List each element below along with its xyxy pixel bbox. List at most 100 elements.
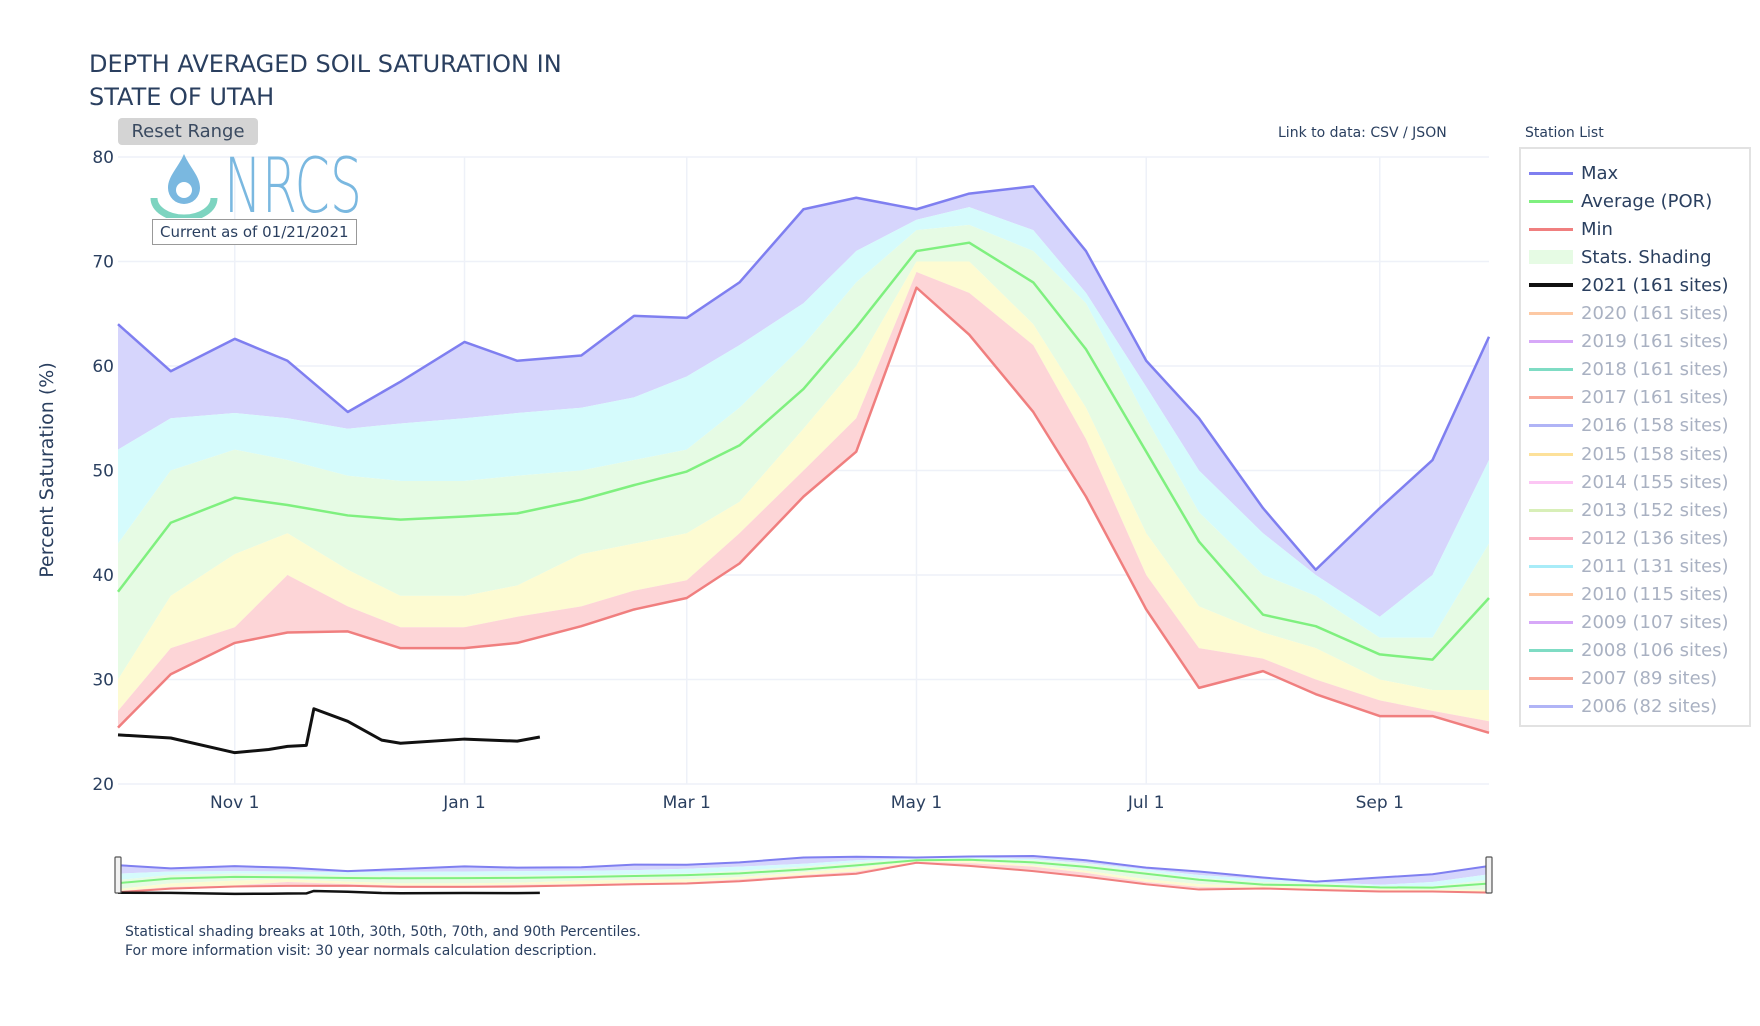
legend-swatch — [1529, 368, 1573, 372]
band-max-p90 — [118, 186, 1489, 617]
legend-item[interactable]: 2015 (158 sites) — [1529, 440, 1729, 468]
legend-swatch — [1529, 171, 1573, 175]
range-slider-handle-left[interactable] — [114, 856, 122, 894]
legend-label: 2008 (106 sites) — [1581, 640, 1729, 662]
y-axis: 20 30 40 50 60 70 80 — [92, 148, 114, 795]
reset-range-button[interactable]: Reset Range — [118, 118, 258, 145]
y-axis-title: Percent Saturation (%) — [36, 362, 58, 578]
legend-item[interactable]: 2010 (115 sites) — [1529, 581, 1729, 609]
band-p30-p10 — [118, 861, 1489, 892]
y-tick-label: 60 — [92, 357, 114, 377]
legend-label: 2015 (158 sites) — [1581, 443, 1729, 465]
legend-label: 2011 (131 sites) — [1581, 555, 1729, 577]
title-line: DEPTH AVERAGED SOIL SATURATION IN — [89, 50, 562, 78]
legend-swatch — [1529, 649, 1573, 653]
legend-label: 2010 (115 sites) — [1581, 584, 1729, 605]
legend-swatch — [1529, 250, 1573, 265]
legend-item[interactable]: Max — [1529, 159, 1618, 187]
average-line — [117, 858, 1490, 889]
footnote-shading: Statistical shading breaks at 10th, 30th… — [125, 924, 641, 940]
legend-label: Stats. Shading — [1581, 246, 1712, 268]
band-max-p90 — [118, 855, 1489, 885]
y-tick-label: 20 — [92, 775, 114, 795]
legend-swatch — [1529, 283, 1573, 288]
current-as-of-label: Current as of 01/21/2021 — [152, 219, 357, 245]
legend-item[interactable]: 2018 (161 sites) — [1529, 356, 1729, 384]
legend-swatch — [1529, 508, 1573, 512]
legend-swatch — [1529, 396, 1573, 400]
x-axis: Nov 1 Jan 1 Mar 1 May 1 Jul 1 Sep 1 — [210, 793, 1404, 813]
x-tick-label: Nov 1 — [210, 793, 259, 813]
legend-swatch — [1529, 593, 1573, 596]
legend-swatch — [1529, 452, 1573, 456]
legend-label: 2019 (161 sites) — [1581, 331, 1729, 353]
legend-swatch — [1529, 480, 1573, 484]
legend-label: 2020 (161 sites) — [1581, 303, 1729, 324]
max-line — [117, 854, 1490, 883]
legend-label: 2018 (161 sites) — [1581, 359, 1729, 381]
legend-item[interactable]: 2016 (158 sites) — [1529, 412, 1729, 440]
legend-label: 2016 (158 sites) — [1581, 415, 1729, 437]
svg-text:NRCS: NRCS — [224, 148, 362, 218]
y-tick-label: 30 — [92, 671, 114, 691]
legend-label: 2014 (155 sites) — [1581, 471, 1729, 493]
legend-item[interactable]: Min — [1529, 215, 1613, 243]
series-lines — [117, 185, 1491, 755]
legend-item[interactable]: 2007 (89 sites) — [1529, 665, 1717, 693]
legend-swatch — [1529, 227, 1573, 231]
legend-label: 2013 (152 sites) — [1581, 499, 1729, 521]
legend-swatch — [1529, 340, 1573, 344]
legend-item[interactable]: Stats. Shading — [1529, 243, 1712, 271]
legend-item[interactable]: 2014 (155 sites) — [1529, 468, 1729, 496]
average-line — [117, 241, 1490, 661]
x-tick-label: Sep 1 — [1356, 793, 1404, 813]
legend-swatch — [1529, 564, 1573, 568]
legend-item[interactable]: 2020 (161 sites) — [1529, 300, 1729, 328]
nrcs-logo-icon: NRCS — [150, 141, 362, 230]
legend-item[interactable]: 2011 (131 sites) — [1529, 552, 1729, 580]
legend-label: 2021 (161 sites) — [1581, 274, 1729, 296]
link-to-data[interactable]: Link to data: CSV / JSON — [1278, 125, 1447, 141]
legend-item[interactable]: 2006 (82 sites) — [1529, 693, 1717, 721]
legend-label: 2006 (82 sites) — [1581, 696, 1718, 718]
legend-swatch — [1529, 312, 1573, 315]
title-line: STATE OF UTAH — [89, 83, 275, 111]
footnote-info[interactable]: For more information visit: 30 year norm… — [125, 943, 597, 959]
legend-swatch — [1529, 621, 1573, 625]
legend-label: 2007 (89 sites) — [1581, 668, 1718, 690]
legend-item[interactable]: Average (POR) — [1529, 187, 1712, 215]
legend-title: Station List — [1525, 125, 1604, 141]
legend-swatch — [1529, 536, 1573, 540]
legend-swatch — [1529, 199, 1573, 203]
current-year-line — [117, 889, 540, 896]
legend-item[interactable]: 2013 (152 sites) — [1529, 496, 1729, 524]
legend-swatch — [1529, 705, 1573, 709]
x-tick-label: May 1 — [891, 793, 942, 813]
legend-item[interactable]: 2019 (161 sites) — [1529, 328, 1729, 356]
nrcs-logo: NRCS — [150, 141, 370, 230]
legend-label: Max — [1581, 162, 1619, 184]
max-line — [117, 185, 1491, 572]
band-p30-p10 — [118, 261, 1489, 722]
y-tick-label: 80 — [92, 148, 114, 168]
range-slider[interactable] — [114, 854, 1493, 896]
legend-label: 2017 (161 sites) — [1581, 387, 1729, 409]
band-p70-p30 — [118, 224, 1489, 690]
legend-item[interactable]: 2012 (136 sites) — [1529, 524, 1729, 552]
legend-item[interactable]: 2009 (107 sites) — [1529, 609, 1729, 637]
legend-label: Min — [1581, 218, 1613, 240]
range-slider-handle-right[interactable] — [1485, 856, 1493, 894]
legend-label: 2009 (107 sites) — [1581, 612, 1729, 634]
legend-swatch — [1529, 677, 1573, 681]
legend-item[interactable]: 2017 (161 sites) — [1529, 384, 1729, 412]
legend: Max Average (POR) Min Stats. Shading 2021 (1… — [1519, 147, 1751, 727]
x-tick-label: Mar 1 — [663, 793, 711, 813]
legend-item[interactable]: 2021 (161 sites) — [1529, 271, 1729, 299]
x-tick-label: Jan 1 — [442, 793, 485, 813]
current-year-line — [117, 707, 541, 755]
legend-item[interactable]: 2008 (106 sites) — [1529, 637, 1729, 665]
legend-label: 2012 (136 sites) — [1581, 527, 1729, 549]
y-tick-label: 70 — [92, 253, 114, 273]
legend-swatch — [1529, 424, 1573, 428]
